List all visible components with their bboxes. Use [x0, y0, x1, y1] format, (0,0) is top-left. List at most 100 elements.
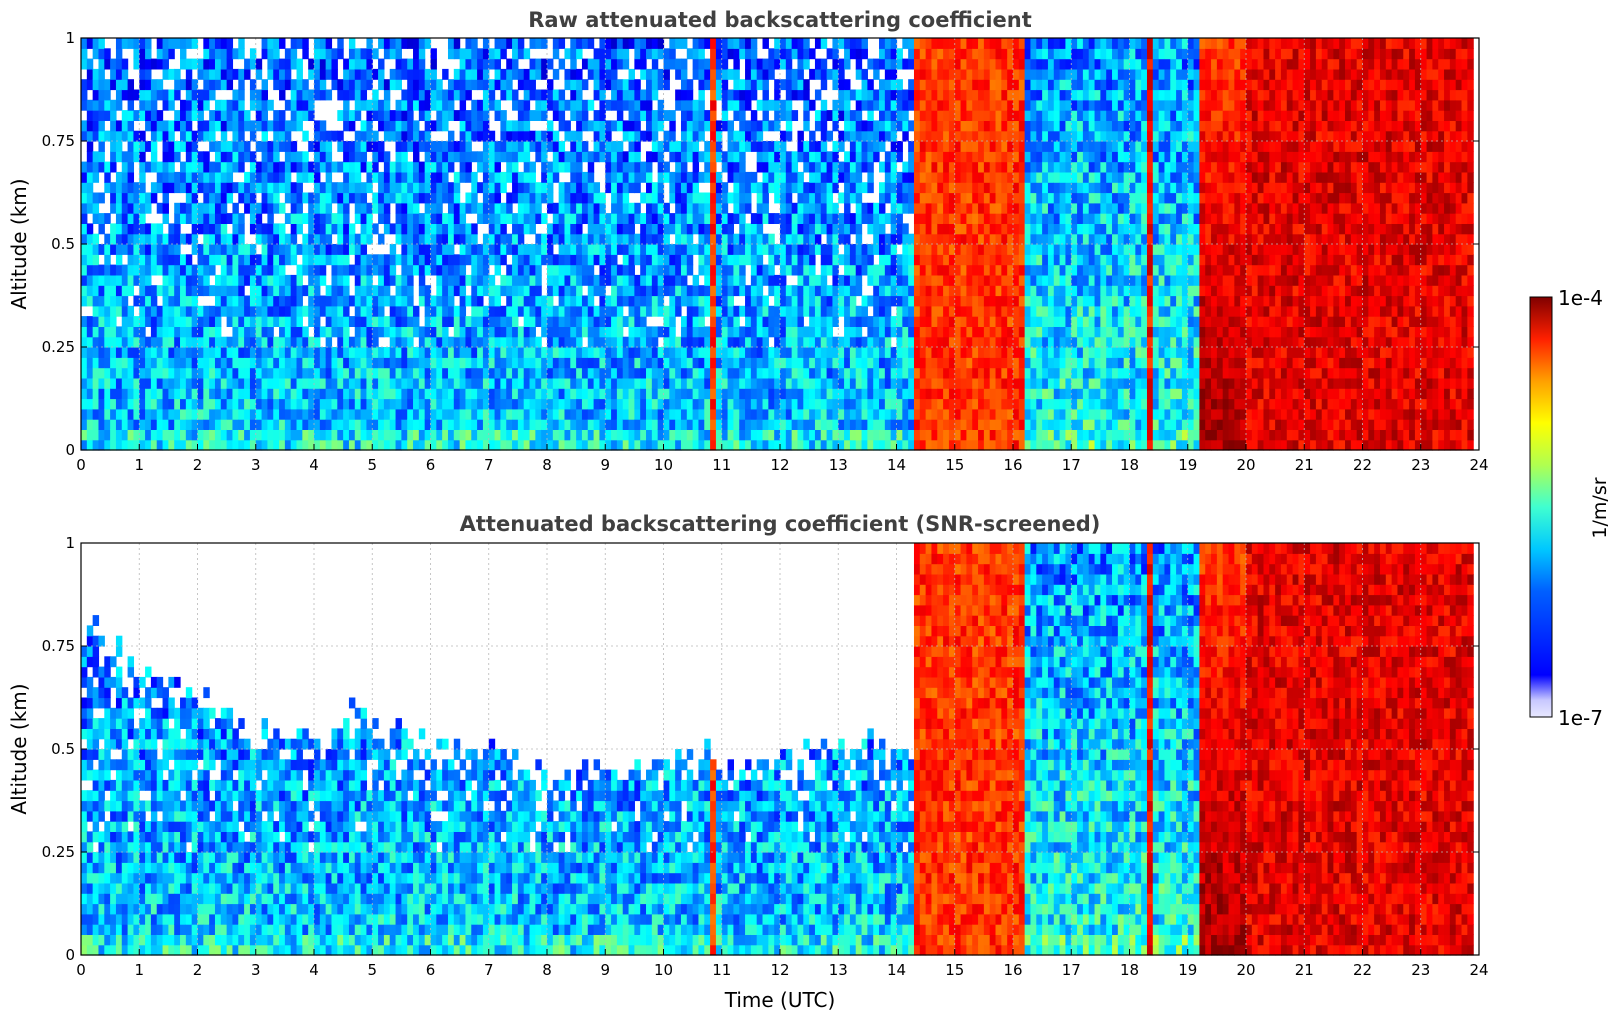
heatmap-cell: [622, 336, 630, 348]
heatmap-cell: [879, 305, 886, 317]
heatmap-cell: [209, 171, 216, 183]
heatmap-cell: [290, 326, 298, 338]
heatmap-cell: [459, 48, 467, 60]
heatmap-cell: [494, 357, 501, 369]
heatmap-cell: [622, 223, 630, 235]
heatmap-cell: [494, 110, 501, 121]
heatmap-cell: [733, 110, 740, 121]
heatmap-cell: [284, 48, 292, 60]
heatmap-cell: [715, 223, 723, 235]
heatmap-cell: [733, 130, 740, 142]
heatmap-cell: [343, 213, 350, 224]
heatmap-cell: [721, 408, 729, 420]
heatmap-cell: [413, 130, 420, 142]
heatmap-cell: [844, 439, 851, 451]
heatmap-cell: [657, 429, 665, 441]
heatmap-cell: [395, 367, 402, 379]
heatmap-cell: [139, 285, 146, 297]
heatmap-cell: [698, 264, 705, 276]
heatmap-cell: [209, 347, 216, 358]
heatmap-cell: [512, 357, 519, 369]
heatmap-cell: [879, 388, 886, 400]
heatmap-cell: [622, 357, 630, 369]
heatmap-cell: [459, 316, 467, 327]
heatmap-cell: [803, 408, 810, 420]
heatmap-cell: [86, 38, 94, 49]
heatmap-cell: [756, 244, 764, 255]
heatmap-cell: [214, 419, 222, 430]
heatmap-cell: [832, 254, 839, 266]
heatmap-cell: [529, 89, 536, 101]
heatmap-cell: [710, 326, 717, 338]
heatmap-cell: [331, 388, 338, 400]
heatmap-cell: [721, 89, 729, 101]
heatmap-cell: [820, 377, 828, 389]
heatmap-cell: [838, 68, 845, 80]
heatmap-cell: [692, 274, 700, 286]
heatmap-cell: [768, 285, 775, 297]
heatmap-cell: [482, 110, 490, 121]
heatmap-cell: [407, 429, 414, 441]
heatmap-cell: [576, 79, 583, 91]
heatmap-cell: [576, 398, 583, 410]
heatmap-cell: [826, 357, 834, 369]
heatmap-cell: [430, 357, 437, 369]
heatmap-cell: [680, 182, 688, 194]
heatmap-cell: [762, 357, 769, 369]
heatmap-cell: [127, 408, 135, 420]
heatmap-cell: [290, 408, 298, 420]
heatmap-cell: [826, 367, 834, 379]
heatmap-cell: [715, 171, 723, 183]
heatmap-cell: [500, 388, 507, 400]
heatmap-cell: [133, 264, 140, 276]
heatmap-cell: [756, 254, 764, 266]
heatmap-cell: [279, 244, 286, 255]
heatmap-cell: [663, 439, 670, 451]
heatmap-cell: [849, 295, 857, 307]
heatmap-cell: [162, 264, 169, 276]
heatmap-cell: [98, 316, 105, 327]
heatmap-cell: [430, 192, 437, 204]
heatmap-cell: [92, 38, 100, 49]
heatmap-cell: [849, 141, 857, 152]
heatmap-cell: [890, 171, 898, 183]
heatmap-cell: [756, 120, 764, 132]
heatmap-cell: [471, 357, 478, 369]
heatmap-cell: [459, 347, 467, 358]
heatmap-cell: [797, 388, 804, 400]
heatmap-cell: [884, 182, 892, 194]
heatmap-cell: [622, 130, 630, 142]
heatmap-cell: [407, 336, 414, 348]
heatmap-cell: [471, 254, 478, 266]
heatmap-cell: [267, 326, 274, 338]
heatmap-cell: [721, 367, 729, 379]
heatmap-cell: [267, 254, 274, 266]
heatmap-cell: [581, 408, 589, 420]
heatmap-cell: [902, 192, 909, 204]
heatmap-cell: [115, 419, 123, 430]
heatmap-cell: [354, 99, 362, 111]
heatmap-cell: [110, 429, 117, 441]
heatmap-cell: [814, 161, 822, 173]
heatmap-cell: [849, 120, 857, 132]
heatmap-cell: [133, 130, 140, 142]
heatmap-cell: [232, 439, 239, 451]
heatmap-cell: [547, 439, 554, 451]
heatmap-cell: [314, 254, 321, 266]
heatmap-cell: [686, 48, 694, 60]
heatmap-cell: [628, 254, 635, 266]
heatmap-cell: [156, 398, 164, 410]
heatmap-cell: [570, 192, 577, 204]
heatmap-cell: [494, 408, 501, 420]
heatmap-cell: [750, 48, 758, 60]
heatmap-cell: [453, 377, 461, 389]
heatmap-cell: [512, 264, 519, 276]
heatmap-cell: [121, 202, 129, 214]
heatmap-cell: [710, 439, 717, 451]
heatmap-cell: [366, 99, 373, 111]
heatmap-cell: [133, 316, 140, 327]
heatmap-cell: [226, 274, 234, 286]
heatmap-cell: [447, 254, 455, 266]
heatmap-cell: [680, 419, 688, 430]
